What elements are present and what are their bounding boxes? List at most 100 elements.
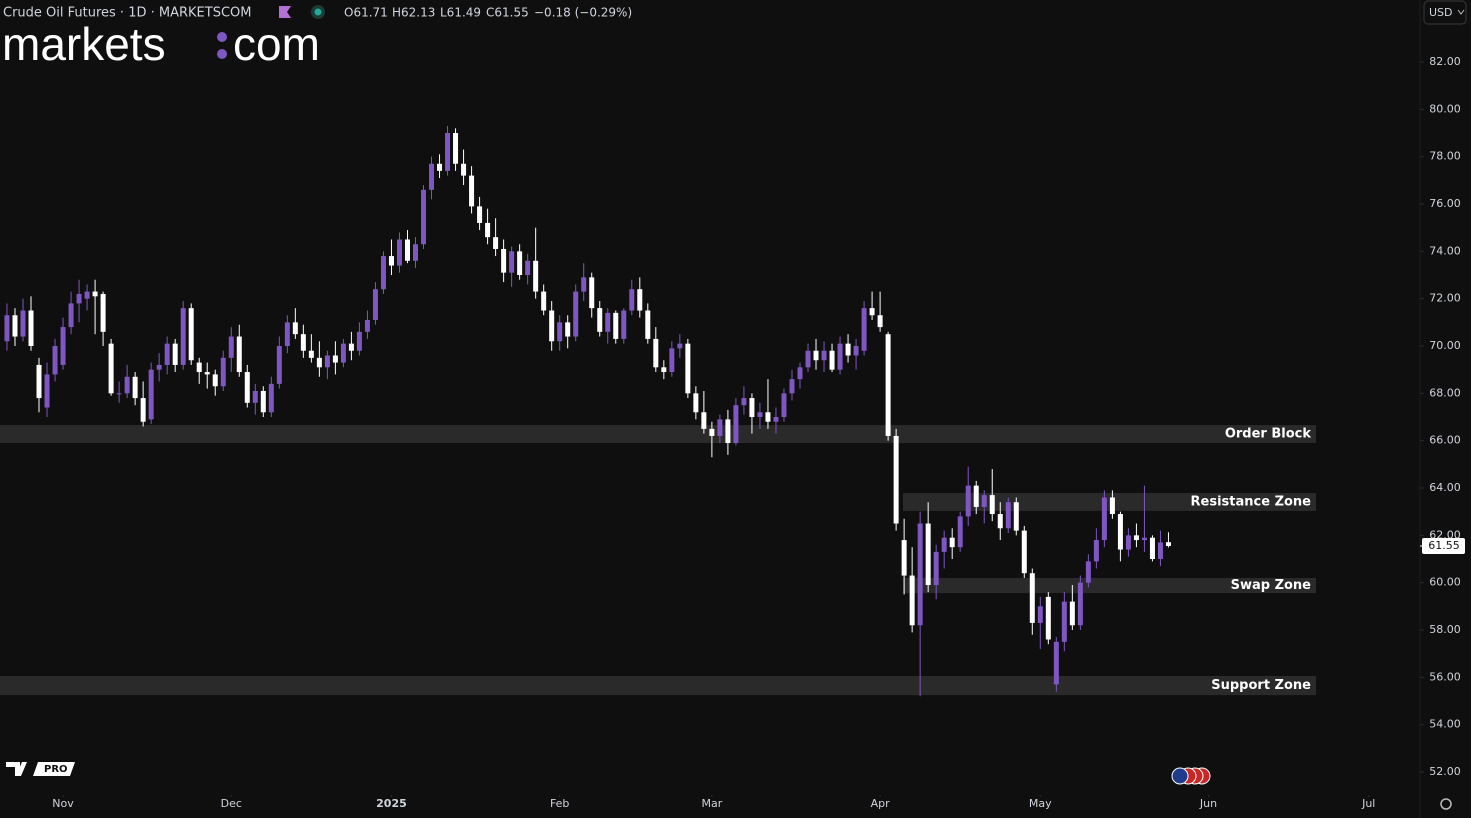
candle-body xyxy=(1101,497,1107,541)
candle-body xyxy=(108,343,114,394)
y-tick-label: 56.00 xyxy=(1429,670,1461,683)
candle-body xyxy=(973,485,979,507)
candle-body xyxy=(1021,530,1027,574)
candle-body xyxy=(268,383,274,413)
y-tick-label: 72.00 xyxy=(1429,292,1461,305)
candle-body xyxy=(132,376,138,399)
candle-body xyxy=(380,256,386,290)
logo-right: com xyxy=(233,18,320,70)
candle-body xyxy=(100,293,106,332)
candle-body xyxy=(813,350,819,361)
candle-body xyxy=(196,362,202,373)
candle-body xyxy=(244,372,250,403)
candle-body xyxy=(28,310,34,347)
candle-body xyxy=(1085,561,1091,583)
candle-body xyxy=(989,495,995,515)
candle-body xyxy=(421,189,427,245)
candle-body xyxy=(212,374,218,387)
candle-body xyxy=(453,133,459,164)
candle-body xyxy=(949,537,955,548)
candle-body xyxy=(997,514,1003,529)
candle-body xyxy=(412,244,418,261)
candle-body xyxy=(469,175,475,207)
candle-body xyxy=(1053,641,1059,685)
candle-body xyxy=(348,343,354,351)
zone-label: Swap Zone xyxy=(1231,578,1312,593)
candle-body xyxy=(861,308,867,351)
candle-body xyxy=(877,315,883,328)
candle-body xyxy=(84,291,90,299)
candle-body xyxy=(893,435,899,524)
candle-body xyxy=(517,251,523,276)
tv-logo xyxy=(6,762,27,776)
candle-body xyxy=(1117,514,1123,550)
candles xyxy=(4,125,1171,697)
candle-body xyxy=(1109,497,1115,515)
x-tick-label: Jun xyxy=(1199,797,1217,810)
settings-button[interactable] xyxy=(1440,798,1452,810)
y-tick-label: 66.00 xyxy=(1429,434,1461,447)
candle-body xyxy=(653,338,659,368)
candle-body xyxy=(1125,535,1131,550)
candle-body xyxy=(717,419,723,436)
candle-body xyxy=(821,350,827,361)
candle-body xyxy=(773,417,779,422)
candle-body xyxy=(437,163,443,171)
last-price-box xyxy=(1422,537,1465,554)
candle-body xyxy=(725,419,731,444)
candle-body xyxy=(204,372,210,375)
candle-body xyxy=(260,390,266,413)
candle-body xyxy=(981,495,987,507)
x-tick-label: Feb xyxy=(550,797,569,810)
candle-body xyxy=(1133,535,1139,541)
dropdown-caret xyxy=(1457,9,1465,15)
candle-body xyxy=(76,293,82,304)
candle-body xyxy=(1165,542,1171,546)
candle-body xyxy=(340,343,346,363)
candle-body xyxy=(901,540,907,576)
x-tick-label: Dec xyxy=(221,797,242,810)
pro-badge xyxy=(33,762,75,776)
candle-body xyxy=(36,364,42,399)
zone-label: Resistance Zone xyxy=(1191,494,1312,509)
candle-body xyxy=(372,289,378,320)
logo-left: markets xyxy=(2,18,166,70)
candle-body xyxy=(364,319,370,332)
candle-body xyxy=(124,376,130,394)
candle-body xyxy=(805,350,811,368)
candle-body xyxy=(236,336,242,373)
candle-body xyxy=(429,163,435,190)
candle-body xyxy=(525,260,531,276)
candle-body xyxy=(276,346,282,384)
candle-body xyxy=(685,343,691,394)
candle-body xyxy=(228,336,234,358)
candle-body xyxy=(1037,606,1043,623)
legend-value: H62.13 xyxy=(392,6,435,20)
currency-button[interactable] xyxy=(1423,0,1467,25)
logo-dot xyxy=(217,49,227,59)
candle-body xyxy=(693,393,699,413)
legend-value: L61.49 xyxy=(440,6,481,20)
candle-body xyxy=(1061,601,1067,642)
candle-body xyxy=(1149,537,1155,560)
candle-body xyxy=(1157,542,1163,560)
currency-label[interactable]: USD xyxy=(1429,6,1453,19)
candle-body xyxy=(797,367,803,380)
candle-body xyxy=(68,303,74,328)
y-tick-label: 64.00 xyxy=(1429,481,1461,494)
event-flags[interactable] xyxy=(1171,767,1211,785)
zone xyxy=(0,675,1316,696)
x-tick-label: May xyxy=(1029,797,1052,810)
zone-label: Order Block xyxy=(1225,427,1312,442)
y-tick-label: 76.00 xyxy=(1429,197,1461,210)
x-tick-label: 2025 xyxy=(376,797,407,810)
status-dot xyxy=(314,8,322,16)
zone xyxy=(0,425,1316,444)
candle-body xyxy=(324,355,330,368)
candle-body xyxy=(677,343,683,349)
x-tick-label: Nov xyxy=(52,797,74,810)
candle-body xyxy=(557,322,563,342)
candle-body xyxy=(180,308,186,365)
zones: Order Block Resistance Zone Swap Zone Suppo… xyxy=(0,425,1316,696)
candle-body xyxy=(92,291,98,297)
